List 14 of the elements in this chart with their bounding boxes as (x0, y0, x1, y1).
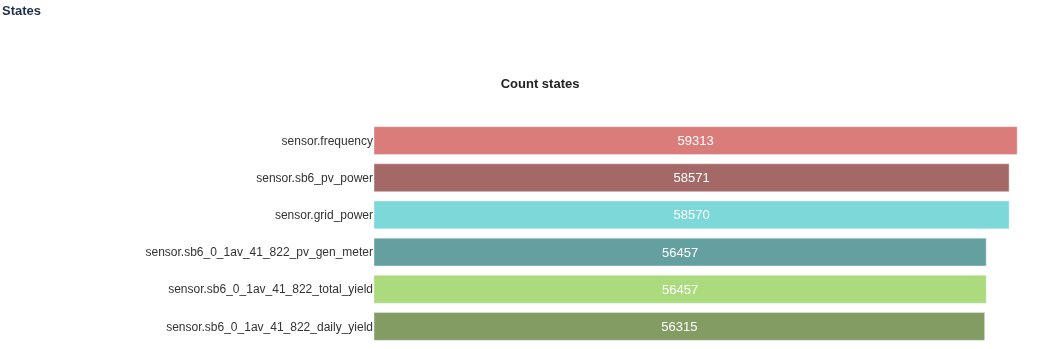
data-label: 58570 (673, 207, 710, 223)
text: States (2, 3, 42, 18)
chart-title: Count states (500, 76, 580, 92)
data-label: 58571 (673, 170, 710, 186)
data-label: 56315 (661, 318, 698, 334)
y-tick-label: sensor.sb6_0_1av_41_822_daily_yield (166, 319, 373, 334)
y-tick-label: sensor.sb6_pv_power (256, 170, 373, 185)
y-tick-label: sensor.frequency (281, 133, 373, 148)
data-label: 59313 (677, 133, 714, 149)
y-tick-label: sensor.sb6_0_1av_41_822_pv_gen_meter (145, 245, 373, 260)
data-label: 56457 (662, 281, 699, 297)
data-label: 56457 (662, 244, 699, 260)
y-tick-label: sensor.sb6_0_1av_41_822_total_yield (168, 282, 373, 297)
y-tick-label: sensor.grid_power (274, 208, 373, 223)
